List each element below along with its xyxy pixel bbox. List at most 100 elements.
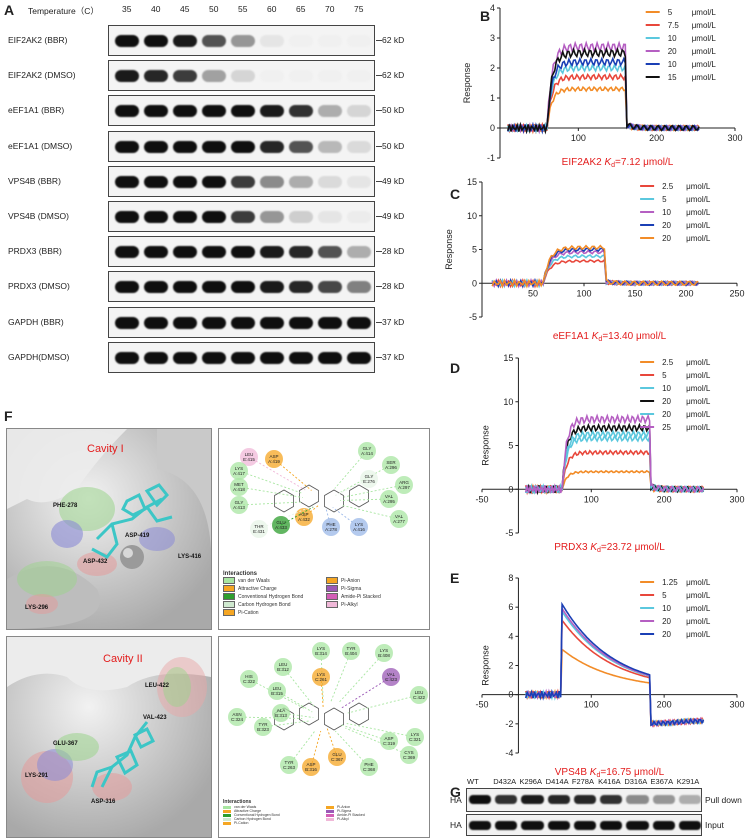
blot-band: [144, 211, 168, 223]
blot-band: [347, 140, 371, 153]
residue-node: [342, 642, 360, 660]
y-tick-label: 8: [508, 573, 513, 583]
legend-series-name: 10: [668, 60, 677, 69]
legend-item-label: Pi-Sigma: [341, 585, 362, 592]
residue-node: [406, 728, 424, 746]
legend-1: Interactions van der Waals Pi-Anion Attrac…: [223, 571, 423, 616]
legend-series-name: 20: [662, 234, 671, 243]
legend-series-name: 1.25: [662, 578, 678, 587]
legend-item-label: Conventional Hydrogen Bond: [234, 813, 280, 817]
blot-band: [115, 140, 139, 153]
series-line: [524, 608, 705, 727]
residue-label: LYS-296: [25, 605, 49, 611]
residue-node: [240, 670, 258, 688]
temperature-label: 70: [325, 4, 335, 14]
residue-node-label: VAL A:277: [393, 514, 405, 524]
residue-node-label: LYS A:417: [233, 466, 245, 476]
residue-node: [312, 642, 330, 660]
interaction-line: [248, 678, 306, 710]
blot-row-label: eEF1A1 (DMSO): [8, 140, 73, 151]
chart-c: -5 0 5 10 15 50 100 150 200 250 Response 2.5 μmol/L 5…: [444, 177, 745, 343]
series-line: [507, 56, 700, 135]
caption-prefix: EIF2AK2: [562, 157, 605, 168]
chart-caption: PRDX3 Kd=23.72 μmol/L: [554, 542, 665, 554]
blot-row-label: PRDX3 (DMSO): [8, 281, 70, 292]
legend-unit: μmol/L: [686, 234, 711, 243]
series-line: [524, 617, 705, 728]
blot-band: [173, 105, 197, 118]
blot-band: [495, 821, 518, 830]
legend-unit: μmol/L: [686, 578, 711, 587]
blot-band: [173, 316, 197, 329]
legend-item: Conventional Hydrogen Bond: [223, 593, 320, 600]
residue-node: [360, 470, 378, 488]
temperature-label: 50: [209, 4, 219, 14]
legend-series-name: 15: [668, 73, 677, 82]
residue-label: ASP-419: [125, 533, 150, 539]
legend-item-label: Amide-Pi Stacked: [337, 813, 365, 817]
legend-unit: μmol/L: [686, 384, 711, 393]
legend-series-name: 25: [662, 423, 671, 432]
interaction-line: [238, 470, 303, 494]
legend-unit: μmol/L: [686, 630, 711, 639]
legend-item-label: Pi-Alkyl: [341, 601, 358, 608]
residue-node: [240, 448, 258, 466]
pulldown-label: Pull down: [705, 795, 742, 805]
series-line: [524, 601, 705, 727]
caption-k: K: [590, 767, 598, 778]
legend-item: van der Waals: [223, 577, 320, 584]
x-tick-label: 100: [584, 700, 599, 710]
temperature-label: 45: [180, 4, 190, 14]
blot-band: [115, 70, 139, 83]
input-label: Input: [705, 820, 724, 830]
residue-node-label: ALA B:313: [275, 708, 287, 718]
blot-band: [260, 281, 284, 294]
y-tick-label: -5: [505, 528, 513, 538]
blot-band: [202, 175, 226, 188]
blot-band: [202, 281, 226, 294]
legend-1-title: Interactions: [223, 571, 258, 577]
legend-item-label: Attractive Charge: [234, 809, 262, 813]
kd-marker-line: [376, 180, 382, 182]
residue-node-label: LEU E:415: [243, 452, 255, 462]
blot-band: [318, 140, 342, 153]
legend-color-swatch: [223, 821, 231, 825]
input-blot: [466, 814, 702, 836]
residue-node: [230, 496, 248, 514]
legend-unit: μmol/L: [686, 358, 711, 367]
blot-band: [289, 281, 313, 294]
legend-series-name: 20: [662, 410, 671, 419]
legend-unit: μmol/L: [692, 60, 717, 69]
residue-node-label: ARG A:297: [398, 480, 410, 490]
residue-node-label: LYS B:314: [315, 646, 327, 656]
blot-band: [173, 211, 197, 223]
residue-node: [230, 478, 248, 496]
caption-suffix: =7.12 μmol/L: [615, 157, 674, 168]
blot-band: [231, 140, 255, 153]
blot-band: [173, 281, 197, 294]
y-tick-label: -1: [487, 153, 495, 163]
interaction-line: [288, 730, 316, 766]
interaction-line: [248, 456, 306, 491]
legend-item: Amide-Pi Stacked: [326, 813, 423, 817]
interaction-map-1: ASP A:419 ASP A:432 LYS A:416 LEU E:415 GLY A:414…: [230, 442, 413, 538]
legend-color-swatch: [326, 601, 338, 608]
caption-sub: d: [596, 772, 600, 779]
blot-band: [231, 351, 255, 364]
residue-node-label: TYR B:404: [345, 646, 357, 656]
ha-label-input: HA: [450, 820, 462, 830]
residue-node: [228, 708, 246, 726]
blot-band: [347, 175, 371, 188]
interaction-line: [345, 727, 410, 756]
legend-item-label: Pi-Anion: [337, 805, 351, 809]
caption-prefix: PRDX3: [554, 542, 590, 553]
residue-node: [312, 668, 330, 686]
blot-band: [144, 316, 168, 329]
residue-node: [328, 748, 346, 766]
blot-band: [231, 175, 255, 188]
y-tick-label: 5: [508, 441, 513, 451]
legend-unit: μmol/L: [686, 591, 711, 600]
kd-label: 37 kD: [382, 316, 405, 327]
kd-marker-line: [376, 40, 382, 41]
ligand-sticks: [91, 483, 173, 559]
